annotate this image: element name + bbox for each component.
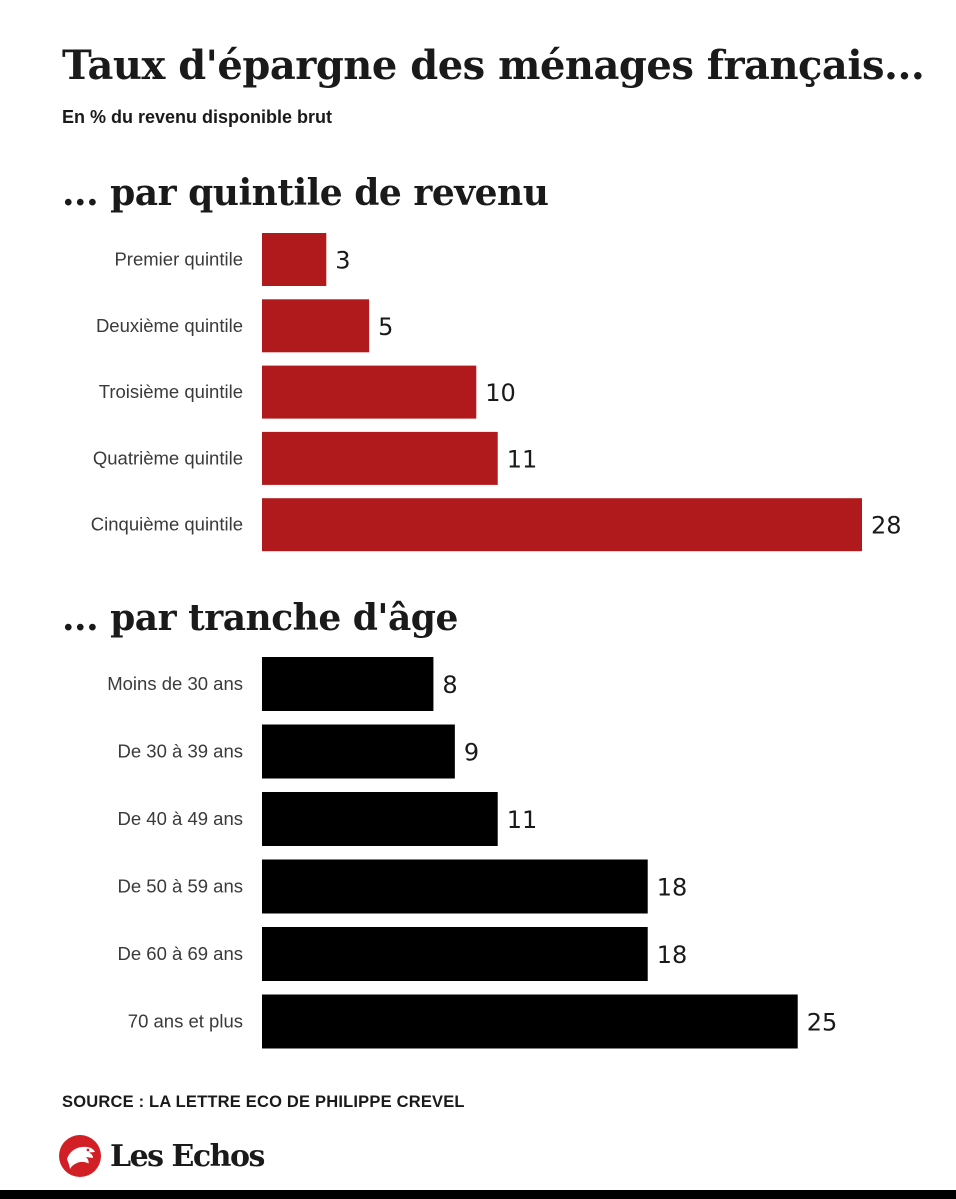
age-category-label: De 60 à 69 ans	[118, 943, 243, 964]
age-bar	[262, 724, 455, 779]
age-category-label: De 40 à 49 ans	[118, 808, 243, 829]
age-value-label: 18	[657, 874, 688, 902]
age-value-label: 18	[657, 941, 688, 969]
chart-subtitle: En % du revenu disponible brut	[62, 107, 333, 127]
age-bar	[262, 859, 648, 914]
age-bar	[262, 792, 498, 846]
income-bar	[262, 233, 327, 286]
source-note: SOURCE : LA LETTRE ECO DE PHILIPPE CREVE…	[62, 1093, 465, 1111]
age-category-label: Moins de 30 ans	[107, 673, 243, 694]
les-echos-rooster-icon	[59, 1135, 101, 1177]
income-bar	[262, 498, 862, 552]
income-section-title: ... par quintile de revenu	[62, 172, 549, 214]
income-bar	[262, 299, 370, 353]
income-category-label: Deuxième quintile	[96, 315, 243, 336]
income-value-label: 3	[335, 247, 350, 275]
income-category-label: Premier quintile	[114, 249, 243, 270]
age-section-title: ... par tranche d'âge	[62, 597, 458, 639]
bottom-rule	[0, 1190, 956, 1199]
income-category-label: Quatrième quintile	[93, 447, 243, 468]
income-value-label: 5	[378, 313, 393, 341]
les-echos-logo: Les Echos	[58, 1133, 265, 1179]
age-value-label: 9	[464, 739, 479, 767]
age-category-label: De 30 à 39 ans	[118, 741, 243, 762]
age-value-label: 25	[807, 1009, 838, 1037]
age-bar	[262, 994, 798, 1049]
logo-wordmark: Les Echos	[110, 1138, 265, 1174]
income-category-label: Cinquième quintile	[91, 514, 243, 535]
age-value-label: 11	[507, 806, 538, 834]
income-bar	[262, 431, 498, 485]
income-bar	[262, 365, 477, 419]
income-value-label: 10	[485, 379, 516, 407]
age-bar	[262, 657, 434, 711]
age-bar	[262, 927, 648, 981]
income-category-label: Troisième quintile	[99, 381, 243, 402]
age-category-label: De 50 à 59 ans	[118, 876, 243, 897]
chart-title: Taux d'épargne des ménages français...	[62, 42, 925, 89]
income-value-label: 11	[507, 445, 538, 473]
age-category-label: 70 ans et plus	[128, 1011, 243, 1032]
income-value-label: 28	[871, 512, 902, 540]
age-value-label: 8	[442, 671, 457, 699]
